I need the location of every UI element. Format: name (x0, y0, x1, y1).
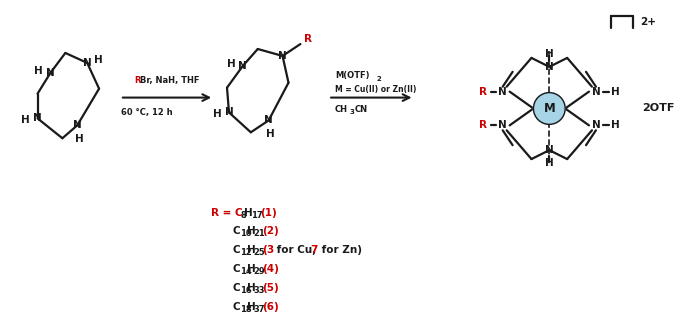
Text: R: R (479, 87, 487, 96)
Text: H: H (75, 134, 83, 144)
Text: N: N (278, 51, 287, 61)
Text: H: H (612, 87, 620, 96)
Text: 7: 7 (311, 245, 318, 255)
Text: 33: 33 (254, 286, 265, 295)
Text: C: C (233, 245, 240, 255)
Text: H: H (94, 55, 102, 65)
Text: M = Cu(II) or Zn(II): M = Cu(II) or Zn(II) (335, 85, 416, 94)
Text: M: M (543, 102, 555, 115)
Text: H: H (22, 115, 30, 125)
Text: N: N (545, 62, 554, 72)
Text: C: C (233, 283, 240, 293)
Text: 2: 2 (377, 76, 382, 82)
Text: 3: 3 (350, 110, 355, 116)
Text: N: N (33, 114, 42, 123)
Text: H: H (213, 110, 222, 120)
Text: 16: 16 (240, 286, 252, 295)
Text: 3: 3 (266, 245, 273, 255)
Text: H: H (612, 120, 620, 130)
Text: 10: 10 (240, 229, 252, 239)
Text: N: N (238, 61, 247, 71)
Text: H: H (545, 158, 554, 168)
Text: (2): (2) (262, 226, 279, 237)
Text: 2OTF: 2OTF (643, 104, 675, 114)
Text: C: C (233, 302, 240, 312)
Text: 25: 25 (254, 248, 265, 257)
Text: (1): (1) (260, 208, 277, 218)
Text: N: N (498, 87, 507, 96)
Text: M(OTF): M(OTF) (335, 71, 370, 80)
Text: R = C: R = C (211, 208, 243, 218)
Text: 18: 18 (240, 305, 252, 314)
Text: 29: 29 (254, 267, 265, 276)
Text: R: R (133, 76, 140, 85)
Text: H: H (247, 245, 255, 255)
Text: N: N (73, 120, 81, 130)
Text: N: N (264, 115, 273, 125)
Text: H: H (34, 66, 43, 76)
Text: H: H (247, 302, 255, 312)
Text: CN: CN (355, 105, 368, 114)
Text: R: R (304, 34, 312, 44)
Text: C: C (233, 264, 240, 274)
Text: 12: 12 (240, 248, 252, 257)
Text: Br, NaH, THF: Br, NaH, THF (140, 76, 199, 85)
Text: H: H (266, 129, 275, 139)
Text: N: N (46, 68, 55, 78)
Circle shape (534, 92, 565, 124)
Text: (6): (6) (262, 302, 279, 312)
Text: H: H (247, 264, 255, 274)
Text: H: H (545, 49, 554, 59)
Text: N: N (224, 108, 234, 118)
Text: (: ( (262, 245, 267, 255)
Text: N: N (591, 120, 600, 130)
Text: N: N (83, 58, 92, 68)
Text: N: N (591, 87, 600, 96)
Text: (5): (5) (262, 283, 279, 293)
Text: H: H (247, 226, 255, 237)
Text: (4): (4) (262, 264, 279, 274)
Text: R: R (479, 120, 487, 130)
Text: 60 °C, 12 h: 60 °C, 12 h (121, 108, 172, 117)
Text: 17: 17 (251, 211, 263, 220)
Text: CH: CH (335, 105, 348, 114)
Text: N: N (498, 120, 507, 130)
Text: N: N (545, 145, 554, 155)
Text: for Zn): for Zn) (318, 245, 361, 255)
Text: 2+: 2+ (641, 17, 657, 27)
Text: C: C (233, 226, 240, 237)
Text: H: H (247, 283, 255, 293)
Text: 37: 37 (254, 305, 265, 314)
Text: 14: 14 (240, 267, 252, 276)
Text: H: H (227, 59, 236, 69)
Text: for Cu,: for Cu, (273, 245, 320, 255)
Text: H: H (244, 208, 253, 218)
Text: 21: 21 (254, 229, 265, 239)
Text: 8: 8 (241, 211, 247, 220)
